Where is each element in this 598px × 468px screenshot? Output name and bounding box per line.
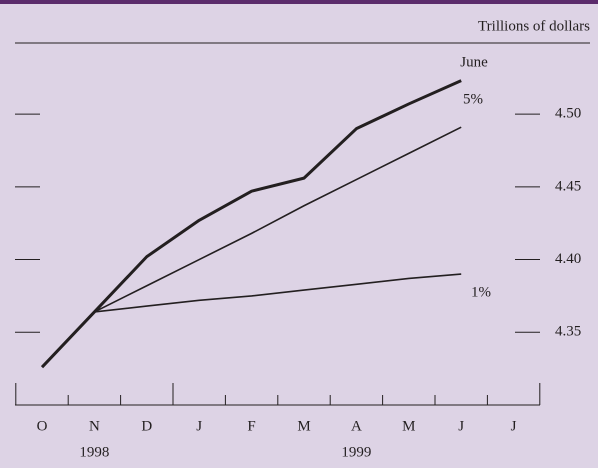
x-tick-label: J <box>511 418 517 434</box>
x-tick-label: A <box>351 418 362 434</box>
x-tick-label: O <box>37 418 48 434</box>
x-tick-label: D <box>141 418 152 434</box>
annotation: June <box>460 54 488 70</box>
x-tick-label: J <box>458 418 464 434</box>
x-tick-label: M <box>297 418 310 434</box>
axis-unit: Trillions of dollars <box>478 18 590 34</box>
y-tick-label: 4.35 <box>555 324 581 340</box>
line <box>94 126 462 313</box>
line <box>94 273 462 313</box>
year-label: 1998 <box>79 444 109 460</box>
x-tick-label: J <box>196 418 202 434</box>
top-rule <box>0 0 598 4</box>
series-label: 5% <box>463 91 483 107</box>
year-label: 1999 <box>341 444 371 460</box>
x-tick-label: M <box>402 418 415 434</box>
x-tick-label: F <box>247 418 255 434</box>
series-label: 1% <box>471 284 491 300</box>
y-tick-label: 4.40 <box>555 251 581 267</box>
line <box>40 79 462 369</box>
x-tick-label: N <box>89 418 100 434</box>
y-tick-label: 4.45 <box>555 178 581 194</box>
y-tick-label: 4.50 <box>555 106 581 122</box>
